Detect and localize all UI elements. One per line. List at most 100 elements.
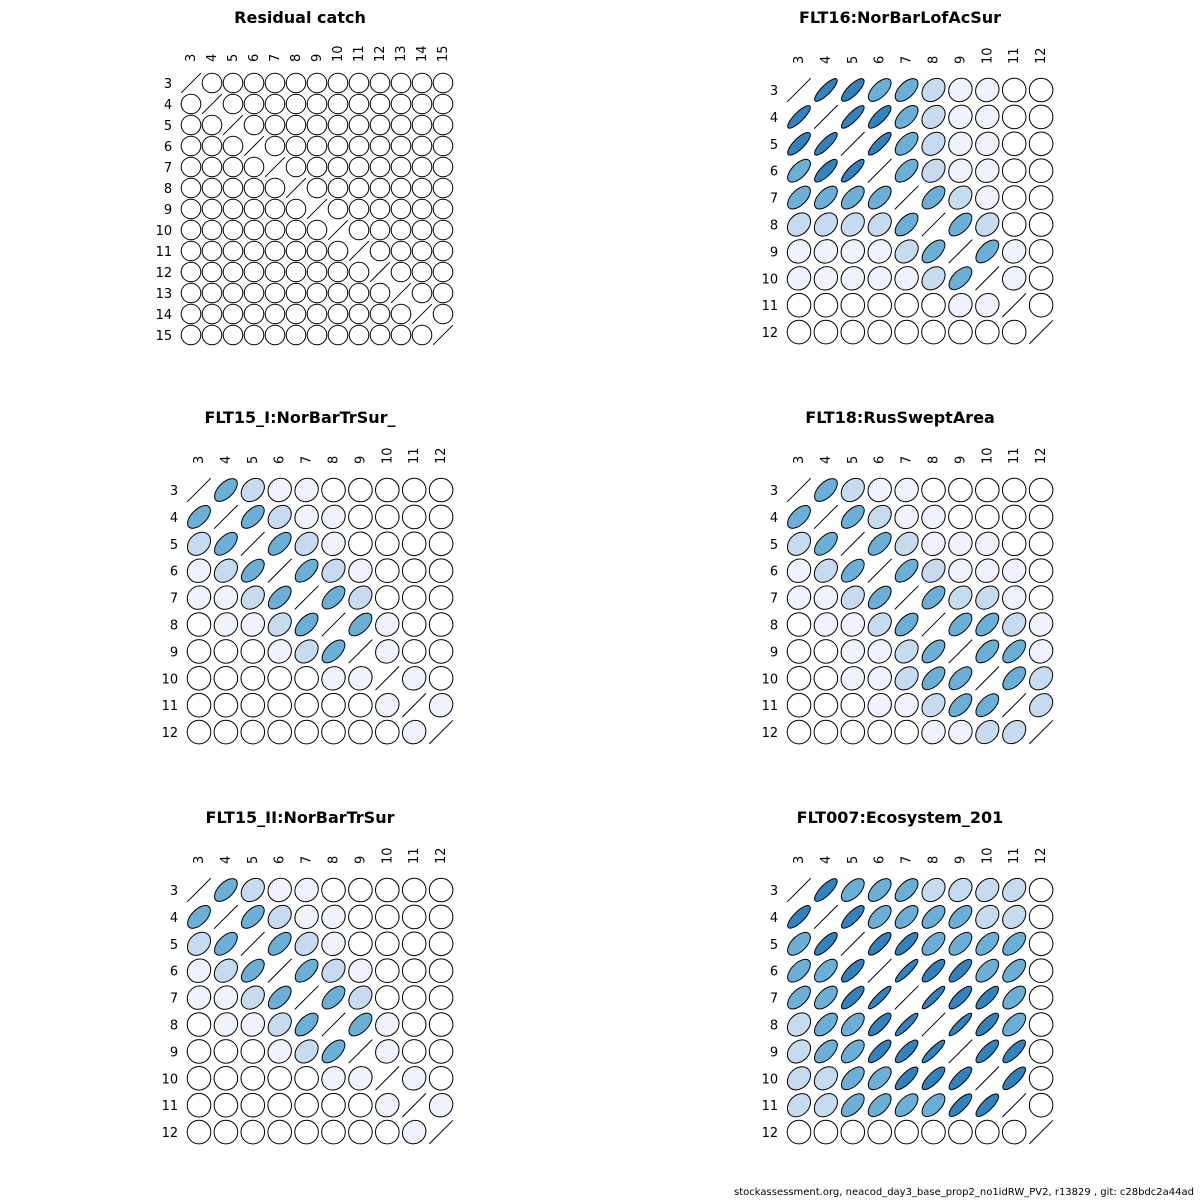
column-label: 3: [792, 56, 807, 64]
correlation-ellipse: [1002, 904, 1027, 929]
correlation-ellipse: [348, 612, 373, 637]
correlation-ellipse: [180, 114, 202, 136]
correlation-ellipse: [813, 1066, 838, 1091]
correlation-ellipse: [348, 1012, 373, 1037]
correlation-ellipse: [187, 505, 211, 529]
correlation-ellipse: [813, 266, 839, 291]
correlation-ellipse: [1028, 212, 1054, 237]
diagonal-line: [186, 477, 212, 503]
correlation-ellipse: [348, 177, 370, 199]
correlation-ellipse: [867, 504, 892, 529]
diagonal-line: [840, 131, 865, 156]
correlation-ellipse: [327, 156, 349, 178]
diagonal-line: [411, 303, 433, 325]
correlation-ellipse: [428, 477, 454, 503]
column-label: 10: [331, 45, 346, 62]
correlation-ellipse: [975, 693, 1000, 718]
correlation-ellipse: [369, 282, 391, 304]
correlation-ellipse: [369, 219, 391, 241]
correlation-ellipse: [921, 131, 946, 156]
row-label: 4: [770, 511, 778, 526]
correlation-ellipse: [1001, 104, 1027, 130]
correlation-ellipse: [264, 282, 286, 304]
correlation-ellipse: [867, 266, 892, 291]
correlation-ellipse: [975, 1119, 1000, 1145]
correlation-ellipse: [348, 985, 373, 1010]
correlation-ellipse: [411, 135, 433, 157]
correlation-ellipse: [294, 639, 319, 664]
correlation-ellipse: [285, 240, 307, 262]
correlation-ellipse: [840, 78, 865, 102]
correlation-ellipse: [285, 135, 307, 157]
diagonal-line: [921, 212, 946, 237]
correlation-ellipse: [1002, 612, 1027, 637]
correlation-ellipse: [306, 72, 328, 94]
column-label: 10: [980, 847, 995, 864]
correlation-ellipse: [321, 958, 346, 983]
correlation-ellipse: [180, 282, 202, 304]
correlation-ellipse: [948, 477, 973, 503]
correlation-ellipse: [321, 985, 346, 1010]
diagonal-line: [786, 477, 812, 503]
correlation-ellipse: [213, 692, 239, 718]
correlation-ellipse: [921, 905, 946, 929]
correlation-ellipse: [432, 156, 454, 178]
correlation-ellipse: [306, 324, 328, 346]
correlation-ellipse: [321, 558, 346, 583]
column-label: 8: [327, 856, 342, 864]
correlation-ellipse: [327, 93, 349, 115]
column-label: 12: [1034, 447, 1049, 464]
correlation-ellipse: [432, 135, 454, 157]
correlation-ellipse: [264, 303, 286, 325]
correlation-ellipse: [222, 303, 244, 325]
correlation-ellipse: [348, 282, 370, 304]
column-label: 9: [953, 56, 968, 64]
correlation-ellipse: [786, 1119, 812, 1145]
correlation-ellipse: [267, 531, 292, 556]
correlation-ellipse: [787, 105, 811, 129]
column-label: 7: [900, 456, 915, 464]
correlation-ellipse: [390, 240, 412, 262]
correlation-ellipse: [1001, 212, 1027, 237]
row-label: 9: [170, 1045, 178, 1060]
diagonal-line: [348, 240, 370, 262]
correlation-ellipse: [921, 666, 946, 691]
correlation-ellipse: [867, 319, 893, 345]
correlation-ellipse: [840, 319, 866, 345]
correlation-ellipse: [186, 1092, 212, 1118]
correlation-ellipse: [894, 531, 919, 556]
correlation-ellipse: [921, 693, 946, 718]
correlation-ellipse: [432, 177, 454, 199]
correlation-ellipse: [294, 877, 319, 903]
row-label: 11: [162, 699, 179, 714]
correlation-ellipse: [921, 558, 946, 583]
correlation-ellipse: [948, 77, 973, 103]
correlation-ellipse: [1001, 558, 1027, 583]
correlation-ellipse: [786, 531, 812, 556]
correlation-ellipse: [348, 156, 370, 178]
correlation-ellipse: [264, 219, 286, 241]
panel-title: FLT15_II:NorBarTrSur: [206, 808, 395, 827]
correlation-ellipse: [787, 931, 811, 956]
column-label: 8: [927, 856, 942, 864]
correlation-ellipse: [267, 692, 293, 718]
row-label: 10: [156, 224, 173, 239]
panel-title: Residual catch: [234, 8, 366, 27]
row-label: 9: [770, 645, 778, 660]
panel-title: FLT18:RusSweptArea: [805, 408, 994, 427]
column-label: 5: [846, 456, 861, 464]
diagonal-line: [975, 266, 1000, 291]
diagonal-line: [975, 1066, 1000, 1091]
correlation-ellipse: [867, 212, 892, 237]
correlation-ellipse: [267, 985, 292, 1010]
correlation-ellipse: [348, 504, 373, 530]
correlation-ellipse: [975, 639, 1000, 664]
correlation-ellipse: [786, 1093, 812, 1118]
correlation-ellipse: [401, 1039, 427, 1064]
correlation-ellipse: [786, 558, 812, 583]
correlation-ellipse: [294, 531, 319, 556]
correlation-ellipse: [894, 239, 919, 264]
correlation-ellipse: [787, 985, 811, 1010]
correlation-ellipse: [867, 878, 892, 902]
correlation-ellipse: [213, 612, 239, 637]
